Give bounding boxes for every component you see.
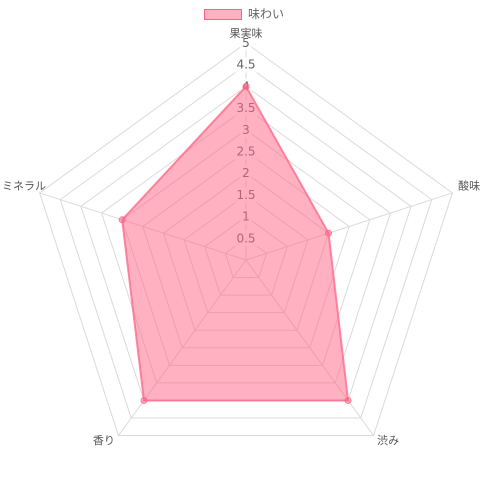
axis-label-4: 香り [93, 434, 115, 447]
tick-label-9: 4.5 [236, 58, 255, 72]
grid-ring-9 [59, 64, 433, 419]
dataset [118, 82, 352, 404]
data-point-1 [242, 82, 250, 90]
tick-label-backdrop-9 [234, 56, 258, 73]
tick-label-backdrop-10 [240, 35, 252, 51]
series-area-1 [121, 84, 350, 402]
axis-label-2: 酸味 [458, 179, 480, 193]
axis-label-5: ミネラル [2, 180, 46, 193]
legend-item[interactable]: 味わい [204, 7, 284, 21]
grid-ring-10 [39, 42, 453, 437]
tick-label-10: 5 [242, 36, 250, 50]
axis-label-3: 渋み [377, 434, 399, 447]
legend-swatch [204, 8, 242, 20]
data-point-4 [140, 396, 148, 404]
data-point-5 [118, 216, 126, 224]
legend-label: 味わい [248, 7, 285, 21]
data-point-2 [325, 229, 333, 237]
data-point-3 [344, 396, 352, 404]
axis-label-1: 果実味 [230, 26, 263, 40]
